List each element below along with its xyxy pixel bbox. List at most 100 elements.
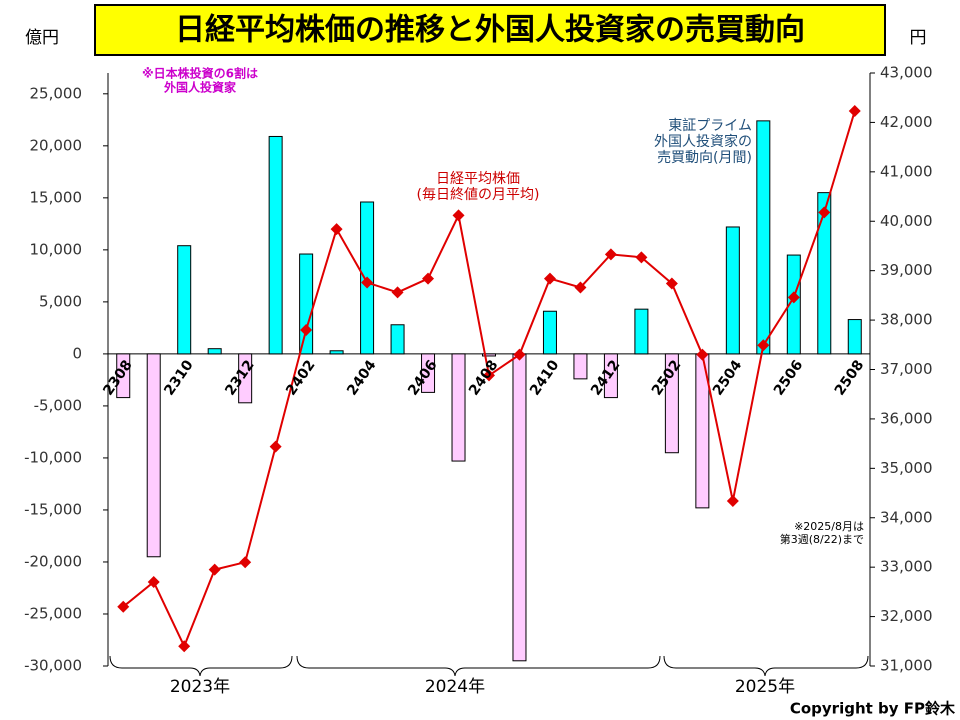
bar [329, 350, 344, 355]
bar [634, 308, 649, 355]
annotation: 売買動向(月間) [657, 150, 752, 166]
y-tick-label: -30,000 [24, 657, 82, 675]
bar [177, 245, 192, 355]
bar [146, 353, 161, 558]
x-tick-label: 2504 [710, 357, 746, 398]
bar [542, 310, 557, 355]
bar [268, 135, 283, 355]
bar [817, 192, 832, 355]
title-box [94, 4, 886, 56]
annotation: (毎日終値の月平均) [417, 187, 540, 203]
marker [696, 348, 709, 361]
marker [574, 281, 587, 294]
marker [757, 339, 770, 352]
bar [756, 120, 771, 355]
annotation: 東証プライム [668, 118, 752, 134]
year-brace [296, 655, 661, 677]
marker [483, 369, 495, 382]
marker [513, 348, 526, 361]
y-tick-label: 0 [72, 344, 82, 362]
annotation: 第3週(8/22)まで [780, 532, 864, 546]
annotation: 日経平均株価 [436, 171, 520, 187]
y2-tick-label: 36,000 [880, 409, 933, 427]
y-tick-label: -5,000 [34, 396, 82, 414]
marker [269, 440, 282, 453]
marker [726, 494, 739, 507]
annotation: ※2025/8月は [794, 520, 864, 533]
year-brace [109, 655, 293, 677]
bar [847, 319, 862, 355]
marker [635, 251, 648, 264]
y2-tick-label: 41,000 [880, 162, 933, 180]
marker [361, 276, 374, 289]
bar [451, 353, 466, 462]
marker [818, 206, 831, 219]
x-tick-label: 2408 [466, 357, 501, 398]
marker [147, 575, 160, 588]
y2-tick-label: 43,000 [880, 64, 933, 82]
bar [725, 226, 740, 355]
marker [178, 640, 191, 653]
marker [665, 277, 678, 290]
marker [543, 272, 556, 285]
year-label: 2023年 [170, 677, 230, 697]
y2-tick-label: 42,000 [880, 113, 933, 131]
bar [573, 353, 588, 380]
annotation: 外国人投資家の [654, 133, 752, 150]
year-label: 2024年 [425, 677, 485, 697]
y-tick-label: -20,000 [24, 552, 82, 570]
y-tick-label: 15,000 [30, 188, 83, 206]
y2-tick-label: 35,000 [880, 459, 933, 477]
y2-tick-label: 40,000 [880, 212, 933, 230]
y-tick-label: -15,000 [24, 500, 82, 518]
bar [786, 254, 801, 355]
year-label: 2025年 [735, 677, 795, 697]
marker [422, 272, 435, 285]
y-tick-label: 25,000 [30, 84, 83, 102]
marker [117, 600, 130, 613]
x-tick-label: 2404 [344, 357, 380, 398]
y2-tick-label: 31,000 [880, 657, 933, 675]
marker [208, 563, 221, 576]
x-tick-label: 2310 [161, 357, 197, 398]
y-tick-label: 20,000 [30, 136, 83, 154]
annotation: ※日本株投資の6割は [142, 66, 258, 81]
x-tick-label: 2506 [771, 357, 806, 398]
y2-tick-label: 38,000 [880, 311, 933, 329]
bar [664, 353, 679, 454]
y2-unit: 円 [910, 28, 927, 48]
bar [238, 353, 253, 404]
bar [421, 353, 436, 393]
bar [207, 348, 222, 355]
bar [603, 353, 618, 399]
y-tick-label: 5,000 [39, 292, 82, 310]
x-tick-label: 2410 [527, 357, 563, 398]
y-tick-label: 10,000 [30, 240, 83, 258]
y2-tick-label: 34,000 [880, 508, 933, 526]
marker [604, 248, 617, 261]
y2-tick-label: 39,000 [880, 261, 933, 279]
x-tick-label: 2402 [283, 357, 318, 398]
y2-tick-label: 33,000 [880, 558, 933, 576]
bar [299, 253, 314, 355]
marker [239, 556, 252, 569]
bar [512, 353, 527, 662]
copyright: Copyright by FP鈴木 [790, 700, 956, 718]
x-tick-label: 2508 [832, 357, 867, 398]
marker [330, 223, 343, 236]
bar [482, 353, 496, 357]
marker [391, 286, 404, 299]
marker [452, 209, 465, 222]
bar [116, 353, 131, 399]
marker [300, 323, 313, 336]
annotation: 外国人投資家 [164, 80, 237, 95]
chart-title: 日経平均株価の推移と外国人投資家の売買動向 [175, 13, 805, 48]
marker [848, 105, 861, 118]
y-unit: 億円 [25, 28, 59, 48]
y-tick-label: -10,000 [24, 448, 82, 466]
year-brace [663, 655, 869, 677]
y2-tick-label: 37,000 [880, 360, 933, 378]
y-tick-label: -25,000 [24, 604, 82, 622]
y2-tick-label: 32,000 [880, 607, 933, 625]
